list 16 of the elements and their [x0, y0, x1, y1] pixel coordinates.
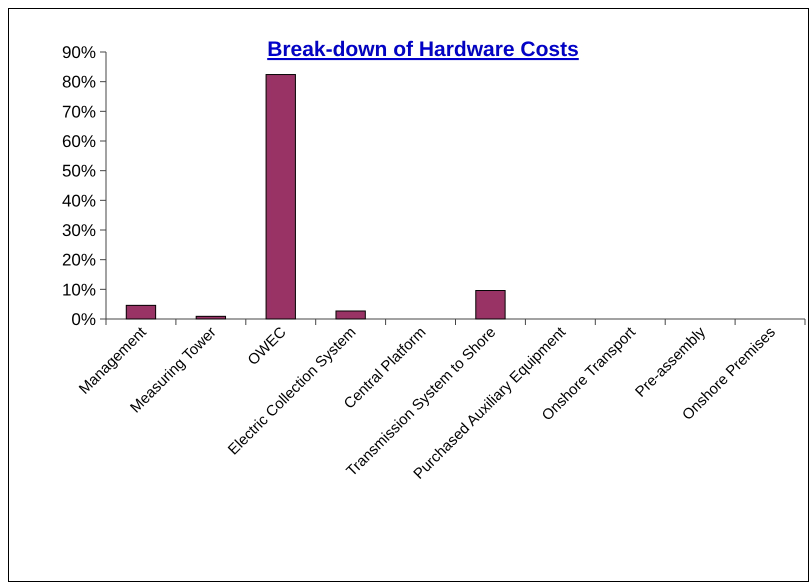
- y-tick-label: 90%: [62, 42, 96, 62]
- y-tick-label: 0%: [71, 310, 96, 329]
- bar: [196, 316, 226, 320]
- chart-title: Break-down of Hardware Costs: [267, 38, 579, 61]
- y-tick-label: 10%: [62, 280, 96, 300]
- y-tick-label: 30%: [62, 220, 96, 240]
- y-tick-label: 80%: [62, 72, 96, 92]
- bar: [335, 310, 366, 320]
- y-tick-label: 60%: [62, 132, 96, 151]
- y-tick-label: 70%: [62, 102, 96, 122]
- y-tick-label: 20%: [62, 250, 96, 270]
- bar: [266, 74, 296, 320]
- bar: [126, 304, 156, 320]
- y-tick-label: 40%: [62, 191, 96, 210]
- bar: [475, 290, 506, 320]
- y-tick-label: 50%: [62, 162, 96, 181]
